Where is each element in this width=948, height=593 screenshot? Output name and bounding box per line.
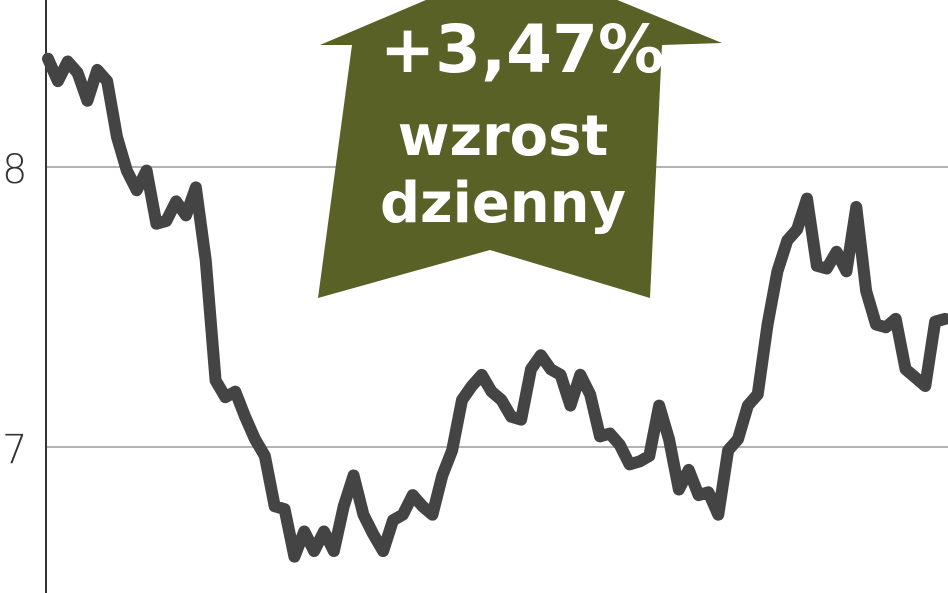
up-arrow-icon [318, 0, 722, 298]
callout-line1: wzrost [398, 104, 609, 169]
callout-line2: dzienny [380, 171, 626, 236]
series-line [42, 52, 948, 563]
y-tick-label-7: 7 [2, 427, 27, 473]
y-tick-label-8: 8 [2, 147, 27, 193]
callout-value: +3,47% [380, 11, 664, 88]
daily-change-callout: +3,47% wzrost dzienny [318, 0, 722, 298]
